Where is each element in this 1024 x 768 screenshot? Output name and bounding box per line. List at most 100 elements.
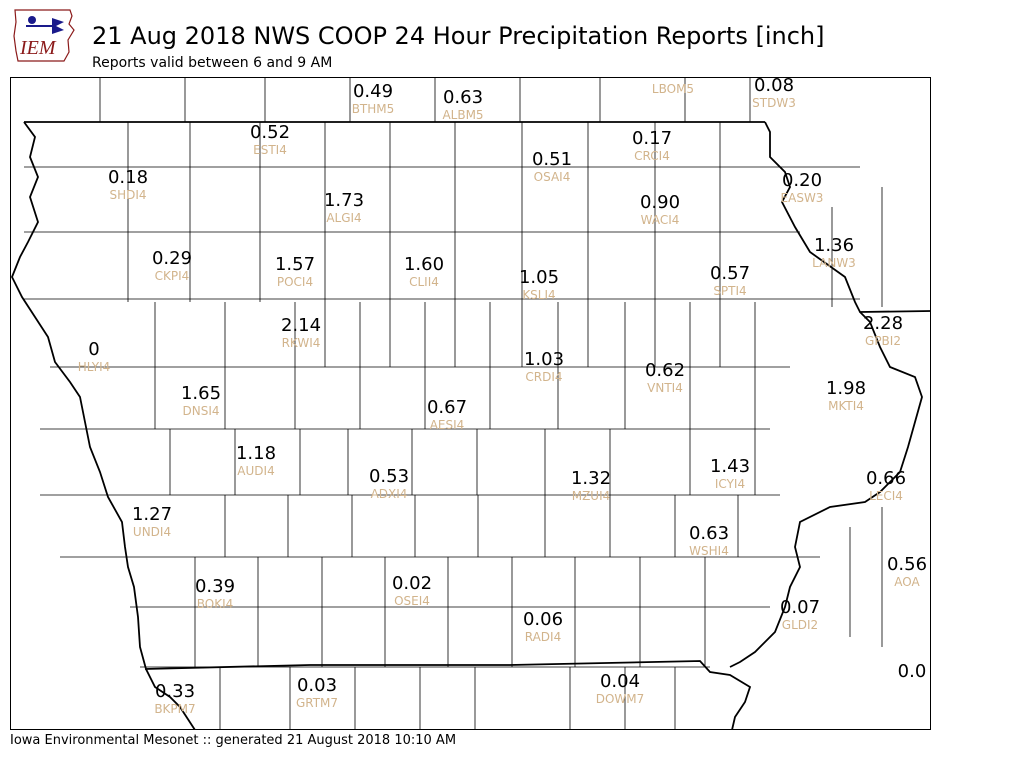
station-id: VNTI4 [647, 381, 683, 395]
station-id: OSEI4 [394, 594, 430, 608]
station-id: CLII4 [409, 275, 439, 289]
station-marker: 0.16LBOM5 [652, 77, 694, 96]
station-value: 0.29 [152, 248, 192, 269]
station-value: 0.63 [443, 87, 483, 108]
station-value: 1.18 [236, 443, 276, 464]
station-value: 1.05 [519, 267, 559, 288]
footer-credit: Iowa Environmental Mesonet :: generated … [10, 733, 457, 748]
station-id: AESI4 [430, 418, 465, 432]
station-id: UNDI4 [133, 525, 171, 539]
station-value: 0 [88, 339, 99, 360]
station-id: BOKI4 [197, 597, 234, 611]
station-value: 0.02 [392, 573, 432, 594]
station-value: 0.17 [632, 128, 672, 149]
state-borders [11, 121, 931, 730]
station-id: GLDI2 [782, 618, 818, 632]
station-value: 0.18 [108, 167, 148, 188]
station-value: 0.33 [155, 681, 195, 702]
station-marker: 0.0 [898, 661, 927, 682]
station-value: 1.65 [181, 383, 221, 404]
station-value: 2.14 [281, 315, 321, 336]
station-id: DNSI4 [182, 404, 219, 418]
station-id: ICYI4 [715, 477, 745, 491]
station-id: POCI4 [277, 275, 313, 289]
county-boundaries [24, 77, 883, 730]
station-id: MKTI4 [828, 399, 864, 413]
station-value: 1.60 [404, 254, 444, 275]
station-value: 1.27 [132, 504, 172, 525]
station-value: 0.67 [427, 397, 467, 418]
station-id: WSHI4 [689, 544, 729, 558]
station-id: RKWI4 [282, 336, 321, 350]
station-id: OSAI4 [534, 170, 571, 184]
station-value: 0.52 [250, 122, 290, 143]
svg-text:IEM: IEM [19, 37, 57, 59]
station-value: 0.16 [653, 77, 693, 82]
station-value: 0.56 [887, 554, 927, 575]
station-id: ADXI4 [371, 487, 408, 501]
station-value: 0.08 [754, 77, 794, 96]
station-value: 1.98 [826, 378, 866, 399]
station-value: 1.43 [710, 456, 750, 477]
station-value: 0.90 [640, 192, 680, 213]
station-id: LECI4 [869, 489, 903, 503]
station-value: 0.39 [195, 576, 235, 597]
station-id: AOA [894, 575, 920, 589]
page-subtitle: Reports valid between 6 and 9 AM [92, 55, 333, 71]
station-id: BTHM5 [352, 102, 395, 116]
station-value: 0.06 [523, 609, 563, 630]
iem-logo: IEM [13, 9, 75, 62]
station-value: 0.66 [866, 468, 906, 489]
station-value: 1.57 [275, 254, 315, 275]
station-id: CKPI4 [155, 269, 190, 283]
station-id: CRCI4 [634, 149, 670, 163]
station-id: BKPM7 [154, 702, 195, 716]
station-id: GPBI2 [865, 334, 901, 348]
station-value: 0.63 [689, 523, 729, 544]
station-value: 1.03 [524, 349, 564, 370]
station-value: 0.62 [645, 360, 685, 381]
station-value: 0.07 [780, 597, 820, 618]
station-value: 1.73 [324, 190, 364, 211]
station-value: 0.0 [898, 661, 927, 682]
station-id: GRTM7 [296, 696, 338, 710]
station-id: ALGI4 [326, 211, 361, 225]
station-value: 0.04 [600, 671, 640, 692]
station-id: SPTI4 [713, 284, 746, 298]
station-value: 0.57 [710, 263, 750, 284]
station-id: SHDI4 [109, 188, 146, 202]
station-id: STDW3 [752, 96, 796, 110]
station-id: DOWM7 [596, 692, 645, 706]
